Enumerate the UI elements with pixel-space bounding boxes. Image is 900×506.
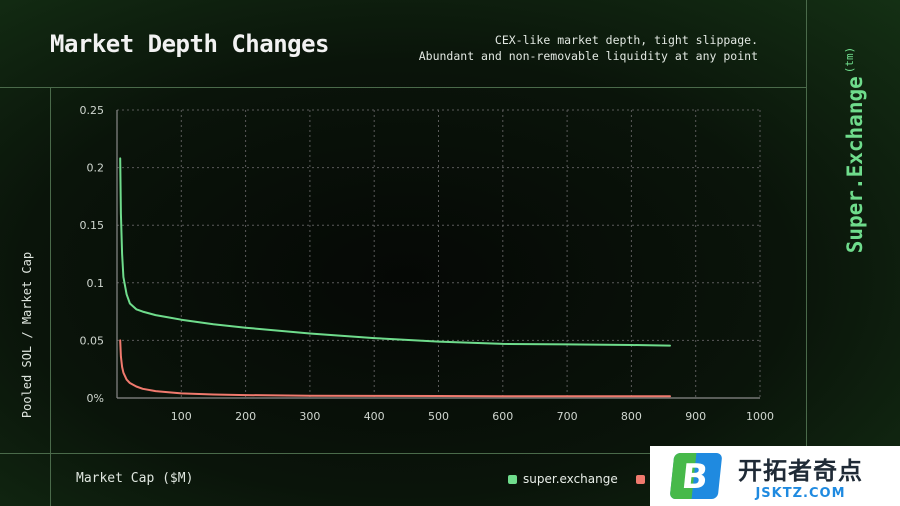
series-line-0 — [119, 157, 671, 347]
legend-swatch-green — [508, 474, 517, 484]
watermark-text-en: JSKTZ.COM — [755, 486, 846, 501]
legend-swatch-red — [635, 474, 645, 484]
x-tick-label: 300 — [299, 410, 320, 423]
page-title: Market Depth Changes — [50, 30, 329, 58]
watermark-text: 开拓者奇点 JSKTZ.COM — [738, 451, 863, 501]
y-tick-label: 0.1 — [87, 277, 105, 290]
watermark-logo: B — [669, 453, 723, 499]
frame-vertical-left — [50, 87, 51, 506]
y-tick-label: 0.25 — [80, 104, 105, 117]
chart-legend: super.exchange p — [508, 472, 658, 486]
x-axis-label: Market Cap ($M) — [76, 471, 194, 486]
y-tick-label: 0% — [87, 392, 104, 405]
y-tick-label: 0.15 — [80, 219, 105, 232]
frame-horizontal-bottom — [0, 453, 900, 454]
watermark-overlay: B 开拓者奇点 JSKTZ.COM — [650, 446, 900, 506]
series-line-1 — [119, 339, 671, 398]
x-tick-label: 500 — [428, 410, 449, 423]
frame-vertical-right — [806, 0, 807, 506]
x-tick-label: 800 — [621, 410, 642, 423]
y-tick-label: 0.2 — [87, 162, 105, 175]
x-tick-label: 1000 — [746, 410, 774, 423]
x-tick-label: 200 — [235, 410, 256, 423]
watermark-text-cn: 开拓者奇点 — [738, 457, 863, 485]
frame-horizontal-top — [0, 87, 806, 88]
grid-layer — [117, 109, 761, 398]
x-tick-label: 600 — [492, 410, 513, 423]
x-tick-label: 400 — [364, 410, 385, 423]
legend-item-super-exchange: super.exchange — [508, 472, 618, 486]
subtitle-line-2: Abundant and non-removable liquidity at … — [418, 49, 758, 63]
page-subtitle: CEX-like market depth, tight slippage. A… — [419, 32, 758, 64]
x-tick-label: 700 — [557, 410, 578, 423]
legend-label: super.exchange — [523, 472, 618, 486]
y-tick-label: 0.05 — [80, 334, 105, 347]
x-tick-label: 100 — [171, 410, 192, 423]
x-tick-label: 900 — [685, 410, 706, 423]
series-layer — [119, 157, 671, 398]
watermark-logo-letter: B — [679, 457, 710, 497]
subtitle-line-1: CEX-like market depth, tight slippage. — [494, 33, 758, 47]
axis-layer: 0% 0.05 0.1 0.15 0.2 0.25 100 200 300 400 500 600 70… — [80, 104, 775, 423]
